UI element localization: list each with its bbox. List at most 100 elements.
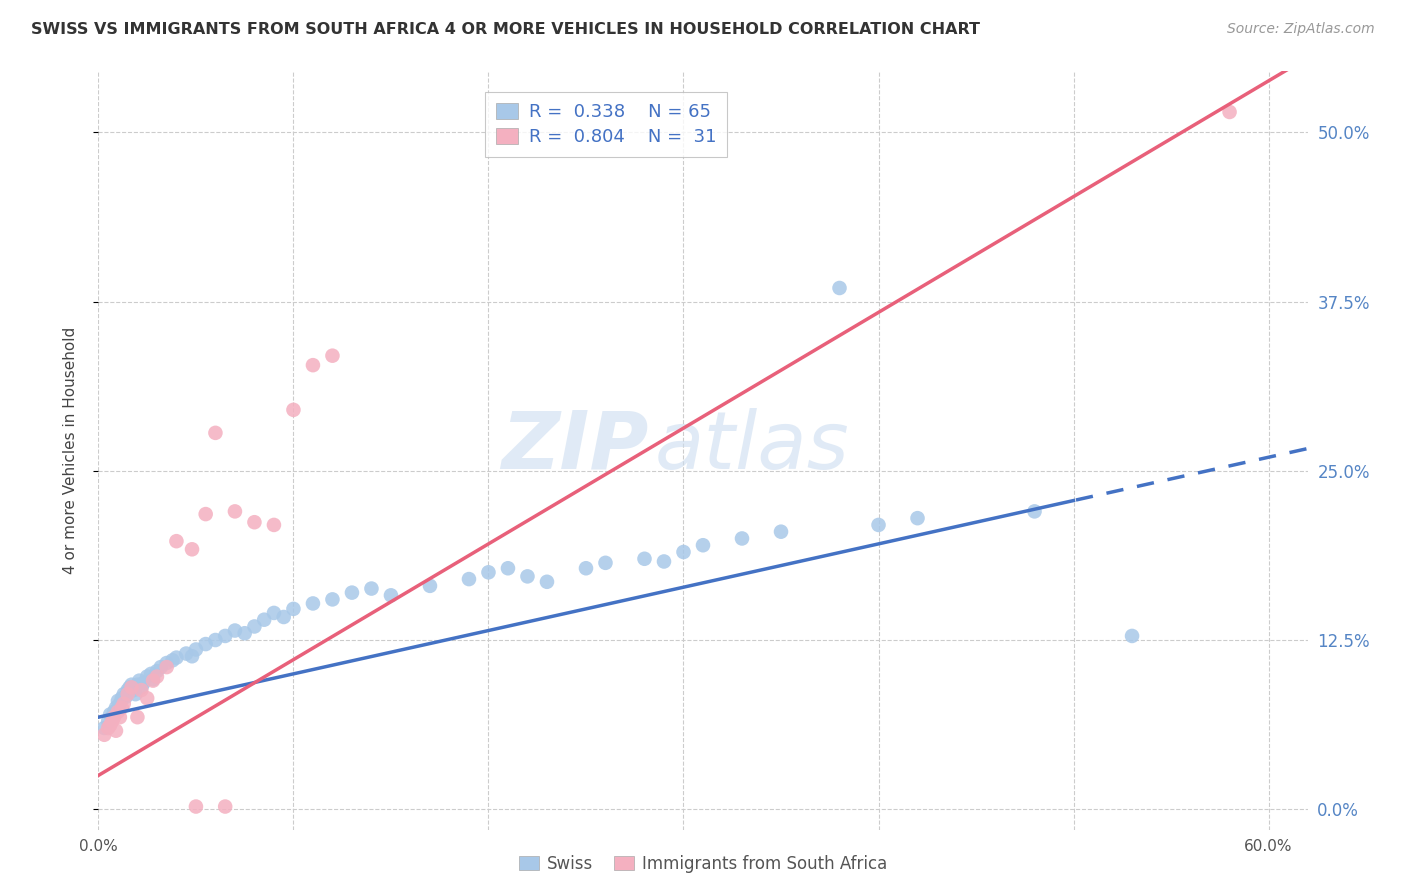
Point: [214, 799, 236, 814]
Point: [117, 687, 139, 701]
Point: [124, 687, 146, 701]
Point: [165, 534, 187, 549]
Point: [131, 681, 153, 695]
Point: [214, 629, 236, 643]
Text: ZIP: ZIP: [501, 408, 648, 485]
Point: [156, 660, 179, 674]
Point: [692, 538, 714, 552]
Point: [128, 673, 150, 688]
Point: [104, 700, 127, 714]
Point: [181, 649, 204, 664]
Point: [114, 690, 136, 704]
Point: [204, 425, 226, 440]
Point: [253, 613, 276, 627]
Text: Source: ZipAtlas.com: Source: ZipAtlas.com: [1227, 22, 1375, 37]
Point: [136, 669, 159, 683]
Point: [233, 626, 256, 640]
Point: [108, 697, 131, 711]
Point: [146, 669, 169, 683]
Point: [419, 579, 441, 593]
Point: [121, 681, 143, 695]
Point: [633, 551, 655, 566]
Point: [194, 507, 217, 521]
Point: [340, 585, 363, 599]
Point: [283, 402, 305, 417]
Point: [111, 700, 134, 714]
Point: [263, 517, 285, 532]
Point: [1024, 504, 1046, 518]
Point: [496, 561, 519, 575]
Point: [107, 705, 129, 719]
Point: [263, 606, 285, 620]
Text: SWISS VS IMMIGRANTS FROM SOUTH AFRICA 4 OR MORE VEHICLES IN HOUSEHOLD CORRELATIO: SWISS VS IMMIGRANTS FROM SOUTH AFRICA 4 …: [31, 22, 980, 37]
Point: [868, 517, 890, 532]
Point: [146, 664, 169, 678]
Point: [111, 691, 134, 706]
Point: [112, 697, 135, 711]
Point: [98, 718, 121, 732]
Point: [142, 673, 165, 688]
Point: [1219, 105, 1241, 120]
Point: [181, 542, 204, 557]
Legend: Swiss, Immigrants from South Africa: Swiss, Immigrants from South Africa: [512, 848, 894, 880]
Point: [117, 683, 139, 698]
Legend: R =  0.338    N = 65, R =  0.804    N =  31: R = 0.338 N = 65, R = 0.804 N = 31: [485, 92, 727, 157]
Point: [243, 619, 266, 633]
Point: [204, 633, 226, 648]
Point: [131, 683, 153, 698]
Y-axis label: 4 or more Vehicles in Household: 4 or more Vehicles in Household: [63, 326, 77, 574]
Point: [243, 515, 266, 529]
Point: [136, 691, 159, 706]
Point: [156, 656, 179, 670]
Point: [672, 545, 695, 559]
Point: [107, 694, 129, 708]
Point: [458, 572, 481, 586]
Point: [98, 707, 121, 722]
Point: [118, 681, 141, 695]
Point: [149, 660, 172, 674]
Point: [93, 721, 115, 735]
Point: [828, 281, 851, 295]
Point: [127, 710, 149, 724]
Point: [595, 556, 617, 570]
Point: [380, 588, 402, 602]
Point: [103, 710, 125, 724]
Point: [575, 561, 598, 575]
Point: [1121, 629, 1143, 643]
Point: [112, 687, 135, 701]
Point: [224, 504, 246, 518]
Point: [731, 532, 754, 546]
Point: [101, 714, 124, 729]
Point: [283, 602, 305, 616]
Point: [97, 714, 120, 729]
Point: [104, 723, 127, 738]
Point: [516, 569, 538, 583]
Point: [127, 678, 149, 692]
Point: [142, 673, 165, 687]
Point: [108, 710, 131, 724]
Point: [321, 349, 343, 363]
Point: [536, 574, 558, 589]
Text: atlas: atlas: [655, 408, 849, 485]
Point: [769, 524, 792, 539]
Point: [302, 358, 325, 372]
Point: [273, 610, 295, 624]
Point: [194, 637, 217, 651]
Point: [132, 676, 155, 690]
Point: [93, 728, 115, 742]
Point: [184, 642, 207, 657]
Point: [224, 624, 246, 638]
Point: [103, 705, 125, 719]
Point: [122, 683, 145, 698]
Point: [101, 710, 124, 724]
Point: [121, 678, 143, 692]
Point: [184, 799, 207, 814]
Point: [165, 650, 187, 665]
Point: [360, 582, 382, 596]
Point: [477, 566, 499, 580]
Point: [97, 721, 120, 735]
Point: [652, 554, 675, 568]
Point: [907, 511, 929, 525]
Point: [162, 653, 184, 667]
Point: [321, 592, 343, 607]
